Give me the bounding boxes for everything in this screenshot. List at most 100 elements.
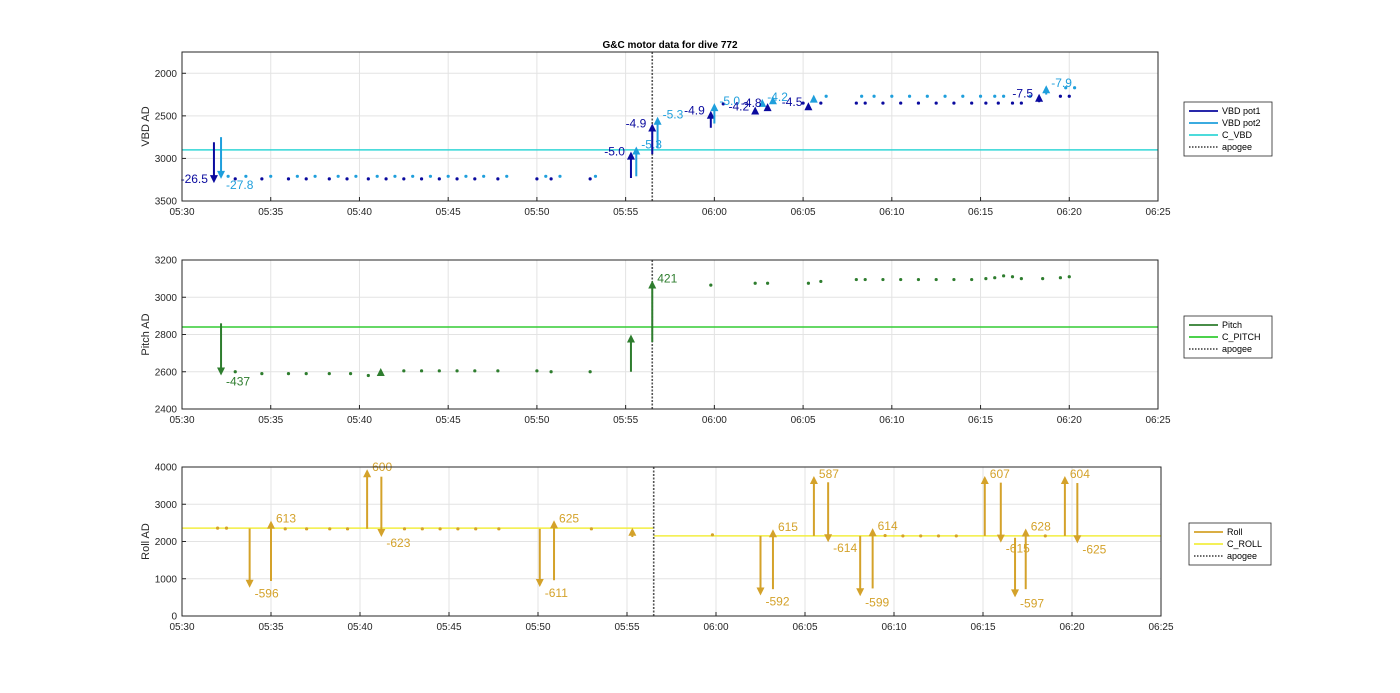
move-label: -592 <box>766 595 790 609</box>
data-point <box>345 177 349 181</box>
move-label: -4.9 <box>684 104 705 118</box>
move-label: -5.0 <box>604 145 625 159</box>
data-point <box>1028 94 1032 98</box>
figure-title: G&C motor data for dive 772 <box>602 40 737 51</box>
data-point <box>996 101 1000 105</box>
data-point <box>1043 534 1047 538</box>
data-point <box>327 372 331 376</box>
data-point <box>916 101 921 105</box>
data-point <box>244 174 248 178</box>
vbd-axes: -26.5-27.8-5.0-5.3-4.9-5.3-4.9-5.0-4.2-4… <box>140 51 1273 218</box>
x-tick-label: 05:55 <box>613 207 638 218</box>
data-point <box>535 177 539 181</box>
data-point <box>226 174 230 178</box>
data-point <box>824 94 828 98</box>
move-arrowhead <box>868 528 877 537</box>
data-point <box>952 277 956 282</box>
y-tick-label: 2800 <box>155 330 178 341</box>
x-tick-label: 06:10 <box>879 207 904 218</box>
move-arrowhead <box>550 520 559 529</box>
data-point <box>419 177 424 181</box>
move-arrowhead <box>626 151 635 160</box>
data-point <box>402 369 406 373</box>
data-point <box>260 177 264 181</box>
y-tick-label: 2400 <box>155 405 178 416</box>
move-label: -611 <box>545 586 568 600</box>
move-arrowhead <box>1011 589 1020 598</box>
data-point <box>970 101 974 105</box>
data-point <box>402 527 407 531</box>
data-point <box>872 94 876 98</box>
x-tick-label: 06:10 <box>881 622 906 633</box>
data-point <box>1064 86 1068 90</box>
y-axis-label: Roll AD <box>140 523 152 560</box>
data-point <box>806 281 811 285</box>
move-arrowhead <box>267 520 275 529</box>
data-point <box>304 177 308 181</box>
data-point <box>455 369 459 373</box>
x-tick-label: 05:40 <box>347 622 372 633</box>
y-tick-label: 1000 <box>155 574 178 585</box>
move-label: -5.0 <box>719 94 740 108</box>
data-point <box>345 527 350 531</box>
data-point <box>1019 101 1023 105</box>
data-point <box>1010 101 1015 105</box>
data-point <box>549 370 553 374</box>
data-point <box>549 177 553 181</box>
move-arrowhead <box>648 280 657 289</box>
move-arrowhead <box>763 103 772 112</box>
move-label: -27.8 <box>226 178 254 192</box>
y-tick-label: 2000 <box>155 69 178 80</box>
data-point <box>286 177 291 181</box>
move-arrowhead <box>758 98 767 107</box>
data-point <box>384 177 388 181</box>
data-point <box>934 277 938 282</box>
move-arrowhead <box>1073 535 1082 544</box>
data-point <box>328 527 332 531</box>
y-tick-label: 3500 <box>155 197 178 208</box>
data-point <box>496 369 500 373</box>
data-point <box>420 527 424 531</box>
move-arrowhead <box>809 475 818 484</box>
move-label: 628 <box>1031 519 1051 533</box>
data-point <box>1010 275 1015 279</box>
move-arrowhead <box>1035 93 1044 102</box>
data-point <box>437 369 441 373</box>
data-point <box>286 372 291 376</box>
data-point <box>710 533 715 537</box>
data-point <box>881 277 885 282</box>
legend-label: apogee <box>1222 142 1252 152</box>
x-tick-label: 06:15 <box>968 207 993 218</box>
move-arrowhead <box>809 94 818 103</box>
move-label: -4.9 <box>626 117 647 131</box>
data-point <box>428 174 433 178</box>
data-point <box>544 174 548 178</box>
plot-area <box>182 52 1158 201</box>
data-point <box>313 174 317 178</box>
move-arrowhead <box>768 96 777 105</box>
data-point <box>216 526 220 530</box>
move-arrowhead <box>628 527 637 536</box>
move-label: 607 <box>990 467 1010 481</box>
data-point <box>593 174 598 178</box>
move-label: -4.5 <box>782 95 803 109</box>
data-point <box>224 526 229 530</box>
data-point <box>558 174 562 178</box>
move-arrowhead <box>653 116 662 125</box>
x-tick-label: 05:35 <box>258 622 283 633</box>
data-point <box>464 174 468 178</box>
roll-axes: -596613600-623-611625-592615587-614-5996… <box>140 460 1272 633</box>
data-point <box>336 174 340 178</box>
x-tick-label: 06:15 <box>968 415 993 426</box>
move-arrowhead <box>626 334 635 343</box>
y-tick-label: 3200 <box>155 256 178 267</box>
data-point <box>916 277 921 282</box>
move-label: 614 <box>878 519 898 533</box>
data-point <box>1058 276 1062 280</box>
y-tick-label: 0 <box>171 612 177 623</box>
data-point <box>233 177 237 181</box>
data-point <box>925 94 929 98</box>
move-label: -615 <box>1006 542 1030 556</box>
move-arrowhead <box>768 529 777 538</box>
data-point <box>588 370 592 374</box>
